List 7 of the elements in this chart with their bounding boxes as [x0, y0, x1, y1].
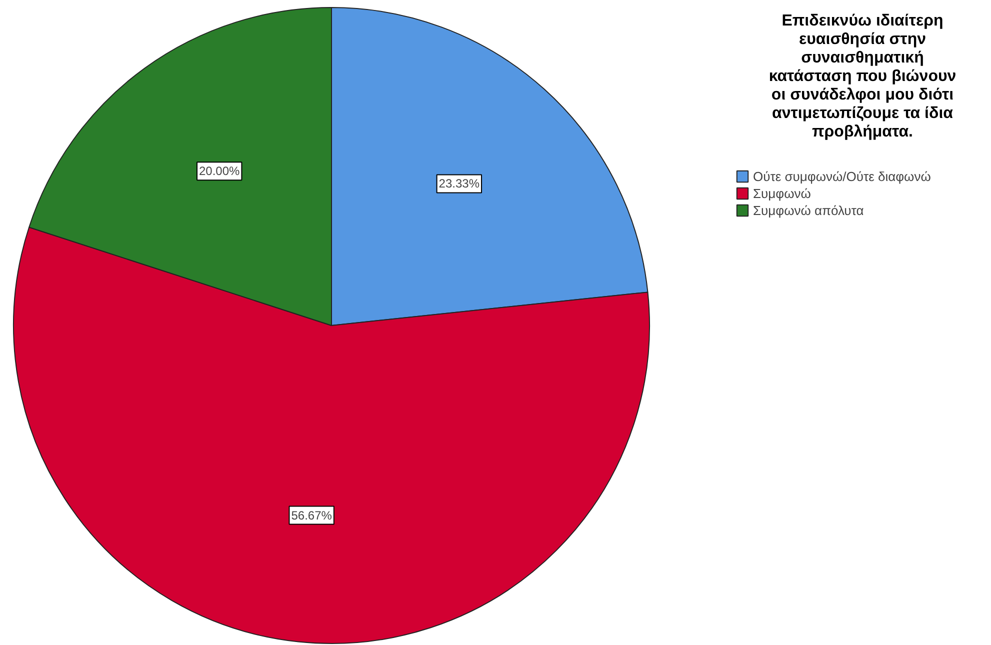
legend-label: Ούτε συμφωνώ/Ούτε διαφωνώ — [753, 168, 931, 184]
legend-label: Συμφωνώ — [753, 186, 811, 200]
data-label: 23.33% — [438, 176, 480, 191]
text: Επιδεικνύω ιδιαίτερη ευαισθησία στην συναισθηματική κατάσταση που βιώνουν οι συνάδελφοι μου διότι αντιμετωπίζουμε τα ίδια προβλήματα. — [768, 12, 956, 140]
data-label: 20.00% — [199, 164, 240, 178]
data-label: 56.67% — [291, 508, 332, 522]
legend-label: Συμφωνώ απόλυτα — [753, 202, 864, 218]
